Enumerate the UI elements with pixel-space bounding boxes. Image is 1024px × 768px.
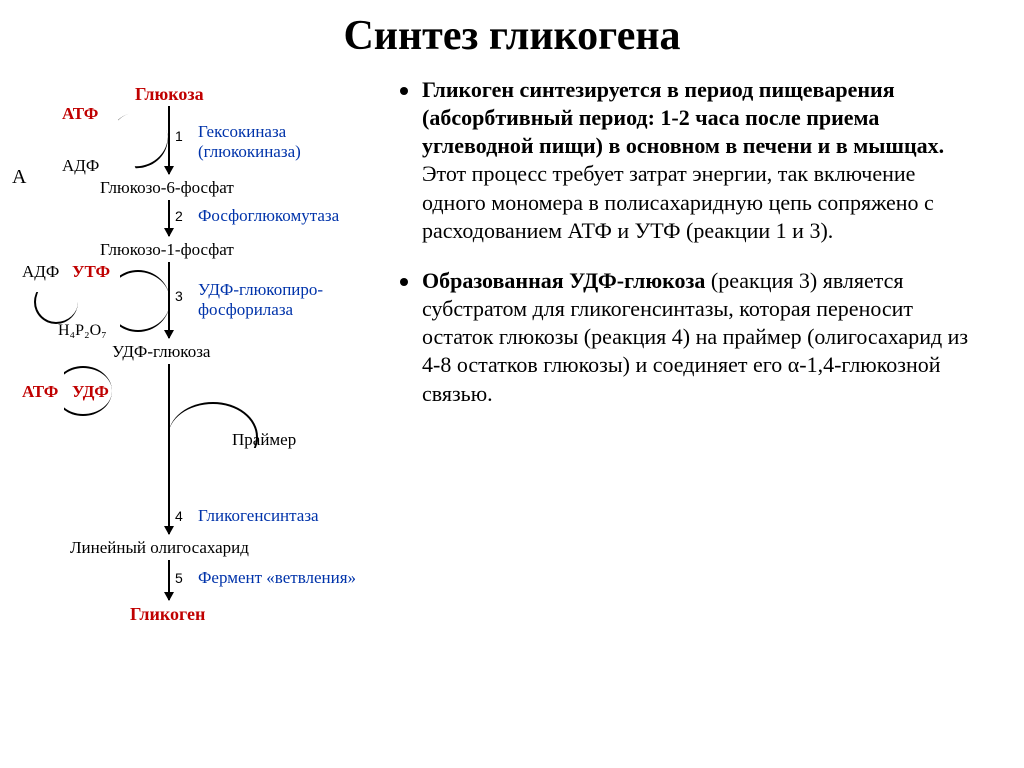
enzyme-4: Гликогенсинтаза — [198, 506, 319, 526]
step-4: 4 — [175, 508, 183, 524]
enzyme-3b: фосфорилаза — [198, 300, 293, 320]
enzyme-1b: (глюкокиназа) — [198, 142, 301, 162]
label-ppi: Н₄Р₂О₇ — [58, 322, 107, 340]
pathway-diagram: А Глюкоза АТФ АДФ 1 Гексокиназа (глюкоки… — [0, 66, 400, 764]
label-primer: Праймер — [232, 430, 296, 450]
node-linear: Линейный олигосахарид — [70, 538, 249, 558]
content-row: А Глюкоза АТФ АДФ 1 Гексокиназа (глюкоки… — [0, 66, 1024, 764]
node-glucose: Глюкоза — [135, 84, 204, 105]
label-adp-1: АДФ — [62, 156, 99, 176]
enzyme-1: Гексокиназа — [198, 122, 286, 142]
bullet-dot-icon — [400, 278, 408, 286]
node-udpglucose: УДФ-глюкоза — [112, 342, 210, 362]
step-5: 5 — [175, 570, 183, 586]
step-3: 3 — [175, 288, 183, 304]
page-title: Синтез гликогена — [0, 0, 1024, 66]
label-utp: УТФ — [72, 262, 110, 282]
enzyme-3a: УДФ-глюкопиро- — [198, 280, 323, 300]
label-udp: УДФ — [72, 382, 109, 402]
label-adp-2: АДФ — [22, 262, 59, 282]
arrow-2 — [168, 200, 170, 236]
panel-label-a: А — [12, 166, 26, 189]
arrow-1 — [168, 106, 170, 174]
enzyme-5: Фермент «ветвления» — [198, 568, 356, 588]
node-glycogen: Гликоген — [130, 604, 205, 625]
curve-utp-ppi — [106, 270, 170, 332]
node-g6p: Глюкозо-6-фосфат — [100, 178, 234, 198]
bullet-2: Образованная УДФ-глюкоза (реакция 3) явл… — [400, 267, 984, 408]
label-atp-1: АТФ — [62, 104, 98, 124]
text-column: Гликоген синтезируется в период пищеваре… — [400, 66, 1024, 764]
bullet-dot-icon — [400, 87, 408, 95]
arrow-4-up — [168, 364, 170, 534]
bullet-1-text: Гликоген синтезируется в период пищеваре… — [422, 76, 984, 245]
label-atp-2: АТФ — [22, 382, 58, 402]
arrow-5 — [168, 560, 170, 600]
step-1: 1 — [175, 128, 183, 144]
bullet-2-text: Образованная УДФ-глюкоза (реакция 3) явл… — [422, 267, 984, 408]
curve-adp-utp — [34, 280, 78, 324]
node-g1p: Глюкозо-1-фосфат — [100, 240, 234, 260]
bullet-1: Гликоген синтезируется в период пищеваре… — [400, 76, 984, 245]
enzyme-2: Фосфоглюкомутаза — [198, 206, 339, 226]
step-2: 2 — [175, 208, 183, 224]
